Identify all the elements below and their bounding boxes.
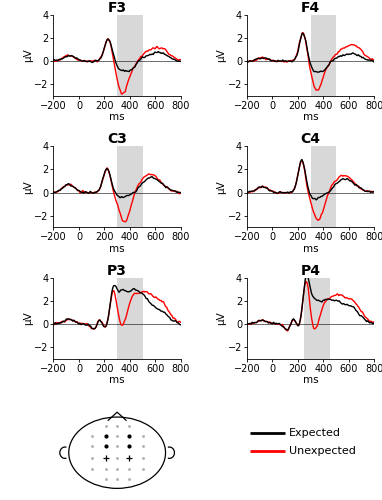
Y-axis label: μV: μV xyxy=(23,180,33,194)
Bar xyxy=(117,278,142,358)
Bar xyxy=(311,15,336,96)
Bar xyxy=(311,146,336,228)
Y-axis label: μV: μV xyxy=(216,180,227,194)
Text: Expected: Expected xyxy=(289,428,341,438)
Y-axis label: μV: μV xyxy=(23,48,33,62)
Bar xyxy=(304,278,330,358)
Title: F4: F4 xyxy=(301,1,320,15)
X-axis label: ms: ms xyxy=(109,112,125,122)
X-axis label: ms: ms xyxy=(109,375,125,385)
Y-axis label: μV: μV xyxy=(216,312,227,325)
Title: C4: C4 xyxy=(301,132,321,146)
Bar xyxy=(117,146,142,228)
Y-axis label: μV: μV xyxy=(23,312,33,325)
X-axis label: ms: ms xyxy=(303,375,319,385)
Text: Unexpected: Unexpected xyxy=(289,446,356,456)
X-axis label: ms: ms xyxy=(303,244,319,254)
X-axis label: ms: ms xyxy=(303,112,319,122)
Title: P3: P3 xyxy=(107,264,127,278)
X-axis label: ms: ms xyxy=(109,244,125,254)
Title: P4: P4 xyxy=(301,264,321,278)
Bar xyxy=(117,15,142,96)
Title: F3: F3 xyxy=(108,1,127,15)
Title: C3: C3 xyxy=(107,132,127,146)
Y-axis label: μV: μV xyxy=(216,48,227,62)
